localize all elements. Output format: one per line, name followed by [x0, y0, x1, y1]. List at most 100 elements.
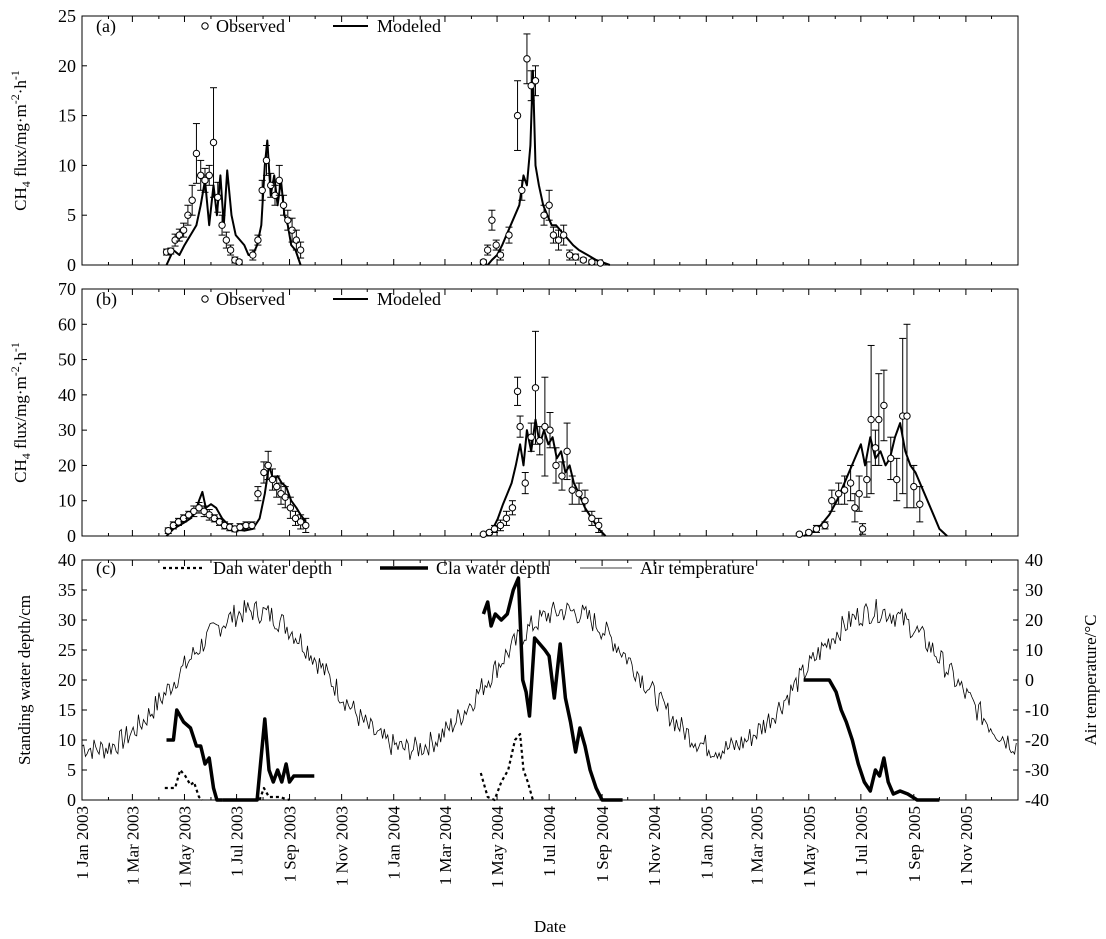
observed-point: [545, 201, 553, 209]
plot-frame: [81, 288, 1019, 537]
y-label-part: 4: [19, 453, 33, 459]
y-label-part: ·h: [11, 80, 30, 95]
observed-point: [254, 489, 262, 498]
observed-point: [559, 231, 568, 239]
observed-point: [516, 422, 524, 431]
observed-point: [179, 226, 188, 234]
y-label-part: CH: [11, 459, 30, 483]
observed-point: [242, 521, 250, 530]
observed-point: [554, 236, 563, 244]
panel-a: 0 5 10 15 20 25 CH4 flux/mg·m-2·h-1 (a) Observed…: [8, 6, 1019, 275]
observed-point: [214, 193, 222, 201]
left-axis-tick-label: 5: [67, 760, 76, 780]
x-tick-label: 1 Jul 2005: [852, 806, 871, 877]
y-label-part: 4: [19, 181, 33, 187]
observed-point: [540, 211, 548, 219]
observed-point: [568, 486, 576, 494]
observed-point: [248, 521, 256, 530]
observed-point: [588, 514, 596, 523]
x-tick-label: 1 Nov 2003: [333, 806, 352, 886]
cla-water-depth-line: [166, 708, 223, 802]
observed-point: [541, 422, 549, 431]
y-label-part: CH: [11, 187, 30, 211]
dan-water-depth-line: [479, 732, 534, 802]
observed-point: [200, 507, 208, 515]
x-tick-label: 1 May 2003: [176, 806, 195, 888]
x-axis-title: Date: [534, 917, 566, 936]
plot-frame: [81, 559, 1019, 801]
y-label-part: ·h: [11, 352, 30, 367]
x-tick-label: 1 Nov 2005: [957, 806, 976, 886]
observed-point: [916, 500, 924, 508]
right-axis-tick-label: 0: [1025, 670, 1034, 690]
y-axis-tick-label: 0: [67, 526, 76, 546]
observed-point: [812, 525, 821, 533]
left-axis-tick-label: 40: [58, 550, 76, 570]
left-axis-tick-label: 35: [58, 580, 76, 600]
x-tick-label: 1 Sep 2003: [281, 806, 300, 883]
observed-point: [167, 247, 175, 255]
y-axis-tick-label: 5: [67, 205, 76, 225]
legend-observed-label: Observed: [216, 16, 285, 36]
panel-label: (c): [96, 558, 116, 579]
observed-point: [871, 444, 880, 452]
x-tick-label: 1 Nov 2004: [645, 806, 664, 887]
observed-point: [581, 497, 589, 505]
observed-point: [488, 216, 496, 224]
legend-observed-marker: [201, 295, 209, 303]
observed-point: [575, 489, 583, 498]
observed-point: [201, 176, 209, 185]
observed-point: [867, 415, 875, 424]
observed-point: [563, 447, 571, 456]
observed-point: [496, 521, 505, 530]
observed-point: [275, 176, 283, 185]
observed-point: [235, 258, 243, 266]
left-axis-tick-label: 10: [58, 730, 76, 750]
plot-frame: [81, 15, 1019, 266]
observed-point: [805, 528, 813, 537]
right-axis-tick-label: -20: [1025, 730, 1049, 750]
y-axis-title: CH4 flux/mg·m-2·h-1: [8, 342, 33, 483]
observed-point: [268, 475, 277, 484]
observed-point: [795, 530, 804, 538]
right-axis-tick-label: 40: [1025, 550, 1043, 570]
cla-water-depth-line: [481, 576, 623, 802]
left-axis-tick-label: 30: [58, 610, 76, 630]
observed-point: [558, 472, 566, 480]
x-tick-label: 1 May 2005: [800, 806, 819, 888]
observed-point: [513, 111, 522, 120]
x-tick-label: 1 Mar 2004: [436, 806, 455, 886]
observed-point: [549, 231, 558, 239]
y-axis-title: CH4 flux/mg·m-2·h-1: [8, 70, 33, 211]
observed-point: [527, 82, 535, 90]
observed-point: [552, 461, 560, 470]
observed-point: [249, 251, 257, 259]
observed-point: [527, 433, 535, 441]
observed-point: [260, 468, 268, 477]
observed-point: [855, 489, 863, 498]
cla-water-depth-line: [222, 717, 315, 802]
right-axis-tick-label: -30: [1025, 760, 1049, 780]
observed-point: [513, 387, 522, 396]
observed-point: [264, 461, 272, 470]
right-axis-tick-label: 30: [1025, 580, 1043, 600]
y-axis-tick-label: 15: [58, 106, 76, 126]
y-axis-tick-label: 60: [58, 314, 76, 334]
observed-point: [521, 479, 529, 487]
observed-point: [536, 437, 544, 445]
observed-point: [296, 246, 305, 254]
panel-label: (a): [96, 16, 116, 37]
y-axis-tick-label: 70: [58, 279, 76, 299]
y-axis-tick-label: 0: [67, 255, 76, 275]
observed-point: [479, 258, 488, 266]
observed-point: [164, 527, 172, 535]
panel-b: 0 10 20 30 40 50 60 70 CH4 flux/mg·m-2·h-1 (b) Obs…: [8, 279, 1019, 546]
observed-point: [851, 504, 859, 512]
dan-water-depth-line: [258, 786, 290, 802]
observed-point: [218, 221, 226, 229]
observed-point: [880, 401, 888, 410]
observed-point: [828, 497, 836, 505]
x-tick-label: 1 May 2004: [488, 806, 507, 889]
observed-point: [840, 486, 849, 494]
